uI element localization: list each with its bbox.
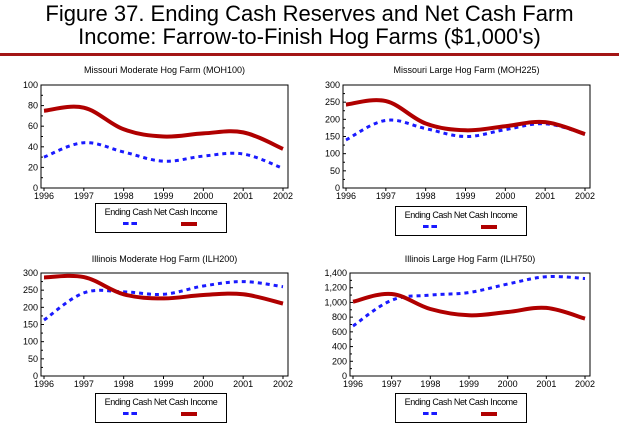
series-line-net-cash-income xyxy=(44,107,283,149)
legend: Ending Cash Net Cash Income xyxy=(395,206,527,236)
y-tick-label: 1,000 xyxy=(324,297,347,307)
x-tick-label: 1997 xyxy=(376,191,396,201)
chart-svg: Missouri Large Hog Farm (MOH225)05010015… xyxy=(310,60,619,200)
chart-svg: Illinois Moderate Hog Farm (ILH200)05010… xyxy=(0,250,310,390)
y-tick-label: 1,200 xyxy=(324,283,347,293)
y-tick-label: 250 xyxy=(325,97,340,107)
y-tick-label: 150 xyxy=(325,132,340,142)
y-tick-label: 300 xyxy=(325,80,340,90)
y-tick-label: 100 xyxy=(23,337,38,347)
legend-swatch-net-cash-income xyxy=(181,222,197,226)
chart-title: Illinois Moderate Hog Farm (ILH200) xyxy=(92,254,238,264)
figure-title-line2: Income: Farrow-to-Finish Hog Farms ($1,0… xyxy=(0,25,619,48)
y-tick-label: 150 xyxy=(23,320,38,330)
x-tick-label: 2002 xyxy=(575,191,595,201)
y-tick-label: 100 xyxy=(325,149,340,159)
series-line-net-cash-income xyxy=(346,100,585,134)
x-tick-label: 2000 xyxy=(193,191,213,201)
y-tick-label: 1,400 xyxy=(324,268,347,278)
y-tick-label: 250 xyxy=(23,285,38,295)
y-tick-label: 40 xyxy=(28,142,38,152)
y-tick-label: 200 xyxy=(23,302,38,312)
x-tick-label: 1999 xyxy=(459,379,479,389)
legend-swatch-net-cash-income xyxy=(481,225,497,229)
chart-title: Missouri Large Hog Farm (MOH225) xyxy=(393,65,539,75)
y-tick-label: 200 xyxy=(332,356,347,366)
legend: Ending Cash Net Cash Income xyxy=(95,203,227,233)
figure-title-line1: Figure 37. Ending Cash Reserves and Net … xyxy=(0,2,619,25)
legend-swatch-ending-cash xyxy=(423,412,437,418)
y-tick-label: 600 xyxy=(332,327,347,337)
y-tick-label: 800 xyxy=(332,312,347,322)
legend-swatch-net-cash-income xyxy=(481,412,497,416)
y-tick-label: 50 xyxy=(28,354,38,364)
x-tick-label: 1997 xyxy=(74,379,94,389)
y-tick-label: 60 xyxy=(28,121,38,131)
series-line-net-cash-income xyxy=(353,294,585,319)
legend-swatch-ending-cash xyxy=(423,225,437,231)
x-tick-label: 1997 xyxy=(382,379,402,389)
x-tick-label: 2001 xyxy=(536,379,556,389)
series-line-ending-cash xyxy=(44,282,283,320)
x-tick-label: 2001 xyxy=(233,191,253,201)
figure-title: Figure 37. Ending Cash Reserves and Net … xyxy=(0,2,619,48)
x-tick-label: 2002 xyxy=(273,379,293,389)
chart-svg: Illinois Large Hog Farm (ILH750)02004006… xyxy=(310,250,619,390)
x-tick-label: 2002 xyxy=(273,191,293,201)
x-tick-label: 1999 xyxy=(455,191,475,201)
x-tick-label: 2000 xyxy=(495,191,515,201)
plot-frame xyxy=(350,273,590,376)
x-tick-label: 1996 xyxy=(34,191,54,201)
x-tick-label: 1996 xyxy=(343,379,363,389)
title-rule xyxy=(0,53,619,56)
y-tick-label: 100 xyxy=(23,80,38,90)
legend: Ending Cash Net Cash Income xyxy=(395,393,527,423)
x-tick-label: 2000 xyxy=(193,379,213,389)
chart-title: Illinois Large Hog Farm (ILH750) xyxy=(405,254,536,264)
legend-text: Ending Cash Net Cash Income xyxy=(396,210,526,220)
y-tick-label: 80 xyxy=(28,101,38,111)
x-tick-label: 1999 xyxy=(153,379,173,389)
x-tick-label: 1998 xyxy=(114,379,134,389)
series-line-net-cash-income xyxy=(44,276,283,304)
x-tick-label: 1998 xyxy=(416,191,436,201)
y-tick-label: 400 xyxy=(332,342,347,352)
y-tick-label: 50 xyxy=(330,166,340,176)
legend-swatch-ending-cash xyxy=(123,222,137,228)
x-tick-label: 2001 xyxy=(535,191,555,201)
legend-swatch-net-cash-income xyxy=(181,412,197,416)
x-tick-label: 1999 xyxy=(153,191,173,201)
chart-svg: Missouri Moderate Hog Farm (MOH100)02040… xyxy=(0,60,310,200)
x-tick-label: 1997 xyxy=(74,191,94,201)
plot-frame xyxy=(41,273,288,376)
legend-text: Ending Cash Net Cash Income xyxy=(396,397,526,407)
y-tick-label: 300 xyxy=(23,268,38,278)
chart-title: Missouri Moderate Hog Farm (MOH100) xyxy=(84,65,245,75)
x-tick-label: 1998 xyxy=(114,191,134,201)
legend-swatch-ending-cash xyxy=(123,412,137,418)
series-line-ending-cash xyxy=(353,276,585,326)
legend-text: Ending Cash Net Cash Income xyxy=(96,397,226,407)
x-tick-label: 1996 xyxy=(336,191,356,201)
x-tick-label: 2000 xyxy=(498,379,518,389)
y-tick-label: 20 xyxy=(28,162,38,172)
legend-text: Ending Cash Net Cash Income xyxy=(96,207,226,217)
x-tick-label: 1996 xyxy=(34,379,54,389)
x-tick-label: 2001 xyxy=(233,379,253,389)
x-tick-label: 2002 xyxy=(575,379,595,389)
legend: Ending Cash Net Cash Income xyxy=(95,393,227,423)
x-tick-label: 1998 xyxy=(420,379,440,389)
y-tick-label: 200 xyxy=(325,114,340,124)
series-line-ending-cash xyxy=(44,143,283,169)
